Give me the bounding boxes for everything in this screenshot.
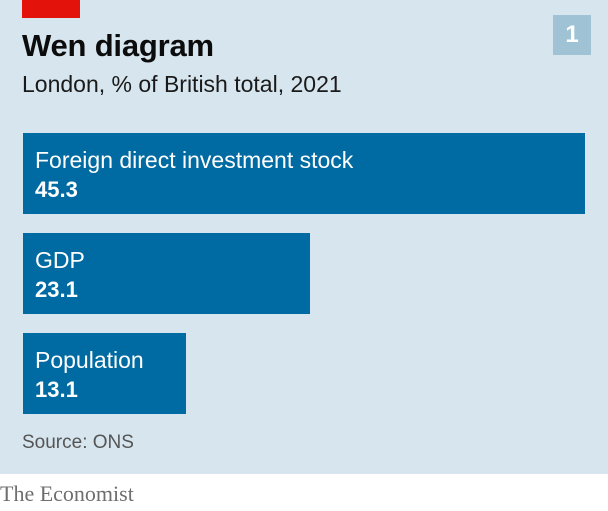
chart-subtitle: London, % of British total, 2021 (22, 71, 342, 97)
red-tag-marker (22, 0, 80, 18)
chart-number-badge: 1 (553, 15, 591, 55)
bar-category-label: Population (35, 347, 144, 373)
bar-value-label: 23.1 (35, 277, 78, 302)
bar-category-label: Foreign direct investment stock (35, 147, 354, 173)
bar (23, 333, 186, 414)
bar-value-label: 13.1 (35, 377, 78, 402)
bar-value-label: 45.3 (35, 177, 78, 202)
bar (23, 233, 310, 314)
chart-panel: 1 Wen diagram London, % of British total… (0, 0, 608, 474)
source-note: Source: ONS (22, 432, 134, 453)
chart-title: Wen diagram (22, 28, 214, 63)
bar-category-label: GDP (35, 247, 85, 273)
bar-chart: Foreign direct investment stock 45.3 GDP 23… (23, 133, 585, 414)
economist-brand-logo: The Economist (0, 481, 134, 506)
bar (23, 133, 585, 214)
